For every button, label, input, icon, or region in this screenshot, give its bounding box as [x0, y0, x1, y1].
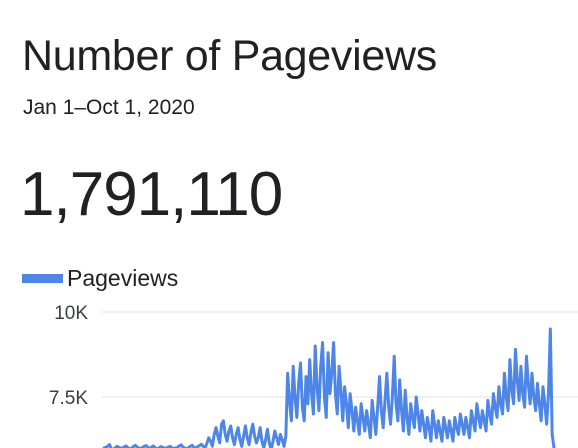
legend-label-pageviews: Pageviews — [67, 265, 179, 291]
chart-title: Number of Pageviews — [22, 32, 437, 80]
total-pageviews: 1,791,110 — [20, 160, 283, 229]
legend-swatch — [22, 273, 63, 283]
line-chart: 10K 7.5K — [49, 303, 578, 448]
series-lines — [102, 327, 556, 448]
y-tick-label: 10K — [54, 303, 88, 324]
chart-legend: Pageviews — [22, 264, 178, 292]
date-range: Jan 1–Oct 1, 2020 — [23, 96, 195, 119]
series-line-pageviews — [102, 327, 556, 448]
y-axis-ticks: 10K 7.5K — [49, 303, 88, 409]
y-tick-label: 7.5K — [49, 388, 88, 409]
